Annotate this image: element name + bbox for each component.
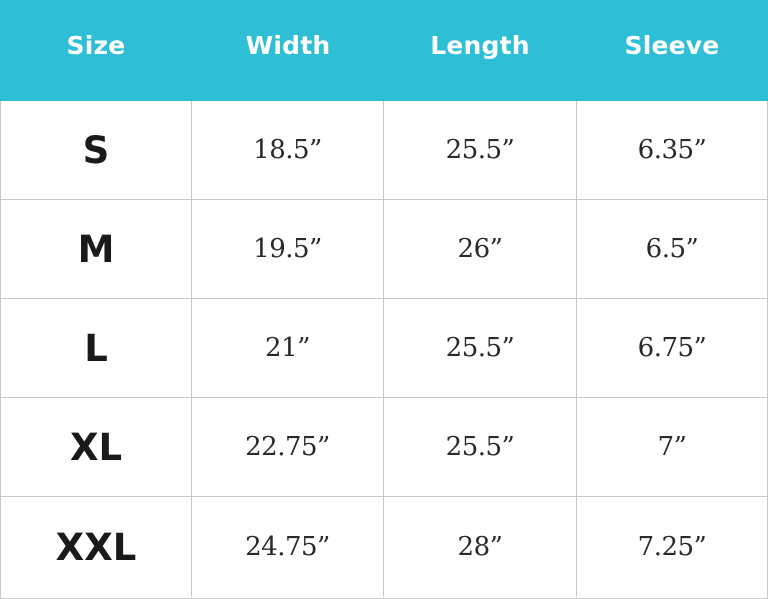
width-value: 24.75” (245, 532, 330, 562)
width-value: 21” (265, 333, 310, 363)
size-label: L (84, 326, 108, 370)
table-row: M 19.5” 26” 6.5” (1, 200, 767, 299)
width-value: 18.5” (253, 135, 322, 165)
table-body: S 18.5” 25.5” 6.35” M 19.5” 26” (0, 101, 768, 599)
header-length: Length (430, 31, 530, 60)
size-cell: L (1, 299, 191, 397)
sleeve-cell: 6.35” (576, 101, 767, 199)
width-cell: 18.5” (191, 101, 383, 199)
width-cell: 21” (191, 299, 383, 397)
header-sleeve: Sleeve (624, 31, 720, 60)
sleeve-cell: 6.5” (576, 200, 767, 298)
table-row: S 18.5” 25.5” 6.35” (1, 101, 767, 200)
size-label: XXL (55, 525, 137, 569)
sleeve-value: 7.25” (637, 532, 707, 562)
size-cell: XL (1, 398, 191, 496)
sleeve-cell: 7” (576, 398, 767, 496)
width-cell: 22.75” (191, 398, 383, 496)
length-cell: 25.5” (383, 101, 576, 199)
size-cell: S (1, 101, 191, 199)
length-value: 25.5” (445, 432, 515, 462)
table-row: XL 22.75” 25.5” 7” (1, 398, 767, 497)
length-cell: 26” (383, 200, 576, 298)
width-value: 19.5” (253, 234, 322, 264)
header-width: Width (245, 31, 331, 60)
table-row: L 21” 25.5” 6.75” (1, 299, 767, 398)
sleeve-cell: 7.25” (576, 497, 767, 597)
width-cell: 24.75” (191, 497, 383, 597)
sleeve-value: 6.35” (637, 135, 707, 165)
table-header-row: Size Width Length Sleeve (0, 0, 768, 101)
length-value: 26” (457, 234, 503, 264)
size-cell: M (1, 200, 191, 298)
table-row: XXL 24.75” 28” 7.25” (1, 497, 767, 599)
size-label: M (77, 227, 115, 271)
sleeve-value: 6.5” (645, 234, 699, 264)
length-value: 25.5” (445, 135, 515, 165)
width-value: 22.75” (245, 432, 330, 462)
size-label: XL (69, 425, 123, 469)
length-value: 25.5” (445, 333, 515, 363)
header-size: Size (66, 31, 126, 60)
width-cell: 19.5” (191, 200, 383, 298)
sleeve-value: 7” (657, 432, 687, 462)
sleeve-cell: 6.75” (576, 299, 767, 397)
size-label: S (82, 128, 110, 172)
length-cell: 28” (383, 497, 576, 597)
size-cell: XXL (1, 497, 191, 597)
length-cell: 25.5” (383, 398, 576, 496)
sleeve-value: 6.75” (637, 333, 707, 363)
length-cell: 25.5” (383, 299, 576, 397)
length-value: 28” (457, 532, 503, 562)
